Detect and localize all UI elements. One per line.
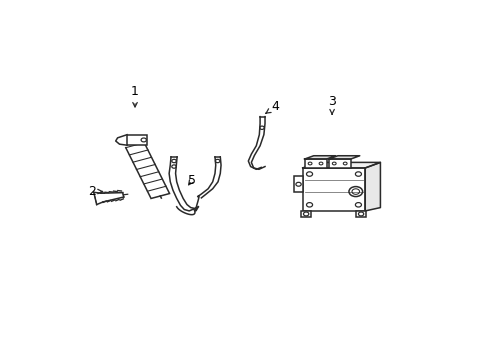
Circle shape [215, 159, 220, 163]
Circle shape [307, 162, 311, 165]
Bar [127, 135, 146, 145]
Circle shape [259, 126, 264, 129]
Circle shape [351, 189, 359, 194]
Text: 2: 2 [88, 185, 102, 198]
Circle shape [343, 162, 346, 165]
Circle shape [171, 159, 176, 163]
Polygon shape [304, 156, 335, 159]
Circle shape [355, 203, 361, 207]
Polygon shape [302, 162, 380, 168]
Circle shape [306, 203, 312, 207]
Text: 4: 4 [265, 100, 279, 113]
Circle shape [348, 186, 362, 197]
Circle shape [358, 212, 363, 216]
Text: 3: 3 [327, 95, 335, 114]
Circle shape [306, 172, 312, 176]
Bar [300, 211, 311, 217]
Circle shape [303, 212, 308, 216]
Circle shape [355, 172, 361, 176]
Bar [302, 168, 365, 211]
Polygon shape [365, 162, 380, 211]
Bar [328, 159, 350, 168]
Bar [294, 176, 302, 193]
Circle shape [295, 182, 301, 186]
Circle shape [171, 165, 176, 168]
Circle shape [319, 162, 322, 165]
Polygon shape [328, 156, 359, 159]
Bar [304, 159, 326, 168]
Circle shape [332, 162, 335, 165]
Text: 5: 5 [187, 174, 196, 187]
Circle shape [141, 138, 146, 142]
Text: 1: 1 [131, 85, 139, 107]
Bar [355, 211, 366, 217]
